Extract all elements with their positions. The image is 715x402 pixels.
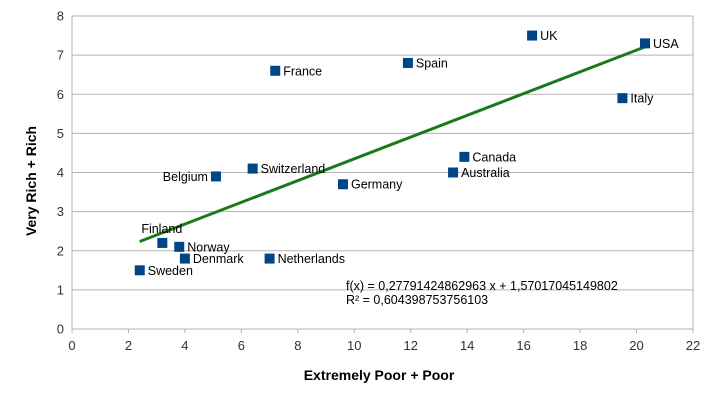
data-points — [134, 30, 651, 276]
x-tick-label: 14 — [460, 338, 474, 353]
y-tick-label: 4 — [57, 165, 64, 180]
x-tick-label: 18 — [573, 338, 587, 353]
data-point — [247, 163, 258, 174]
y-tick-label: 1 — [57, 282, 64, 297]
data-point — [264, 253, 275, 264]
axes — [71, 16, 694, 333]
data-point — [448, 167, 459, 178]
data-point — [617, 93, 628, 104]
data-label: USA — [653, 37, 679, 51]
data-label: France — [283, 64, 322, 78]
data-label: UK — [540, 29, 558, 43]
data-label: Sweden — [148, 264, 193, 278]
trendline-equation: f(x) = 0,27791424862963 x + 1,5701704514… — [346, 279, 618, 293]
x-tick-label: 16 — [516, 338, 530, 353]
data-point — [157, 237, 168, 248]
y-axis-title: Very Rich + Rich — [23, 126, 39, 236]
data-point — [174, 241, 185, 252]
data-point — [270, 65, 281, 76]
data-label: Spain — [416, 56, 448, 70]
x-tick-label: 4 — [181, 338, 188, 353]
y-tick-label: 2 — [57, 243, 64, 258]
x-axis-title: Extremely Poor + Poor — [304, 367, 455, 383]
data-label: Finland — [141, 222, 182, 236]
y-tick-label: 3 — [57, 204, 64, 219]
y-tick-label: 5 — [57, 126, 64, 141]
x-tick-label: 12 — [403, 338, 417, 353]
data-point — [210, 171, 221, 182]
data-label: Norway — [187, 240, 230, 254]
data-label: Belgium — [163, 170, 208, 184]
x-tick-label: 20 — [629, 338, 643, 353]
point-labels: UK USA France Spain Italy Canada Australia Swit… — [141, 29, 679, 278]
data-label: Switzerland — [261, 162, 326, 176]
data-label: Australia — [461, 166, 510, 180]
trendline — [139, 45, 646, 243]
r-squared: R² = 0,604398753756103 — [346, 293, 488, 307]
y-tick-label: 6 — [57, 87, 64, 102]
y-tick-label: 0 — [57, 322, 64, 337]
y-tick-labels: 0 1 2 3 4 5 6 7 8 — [57, 9, 64, 337]
x-tick-label: 8 — [294, 338, 301, 353]
x-tick-label: 0 — [68, 338, 75, 353]
data-label: Italy — [630, 92, 654, 106]
data-point — [527, 30, 538, 41]
y-tick-label: 8 — [57, 9, 64, 24]
data-label: Denmark — [193, 252, 244, 266]
data-point — [134, 265, 145, 276]
data-label: Canada — [472, 150, 516, 164]
data-point — [337, 179, 348, 190]
x-tick-label: 22 — [686, 338, 700, 353]
data-point — [402, 57, 413, 68]
data-point — [640, 38, 651, 49]
data-label: Netherlands — [278, 252, 345, 266]
data-point — [459, 151, 470, 162]
x-tick-label: 10 — [347, 338, 361, 353]
x-tick-label: 2 — [125, 338, 132, 353]
y-tick-label: 7 — [57, 48, 64, 63]
data-point — [179, 253, 190, 264]
x-tick-labels: 0 2 4 6 8 10 12 14 16 18 20 22 — [68, 338, 700, 353]
data-label: Germany — [351, 178, 403, 192]
x-tick-label: 6 — [238, 338, 245, 353]
